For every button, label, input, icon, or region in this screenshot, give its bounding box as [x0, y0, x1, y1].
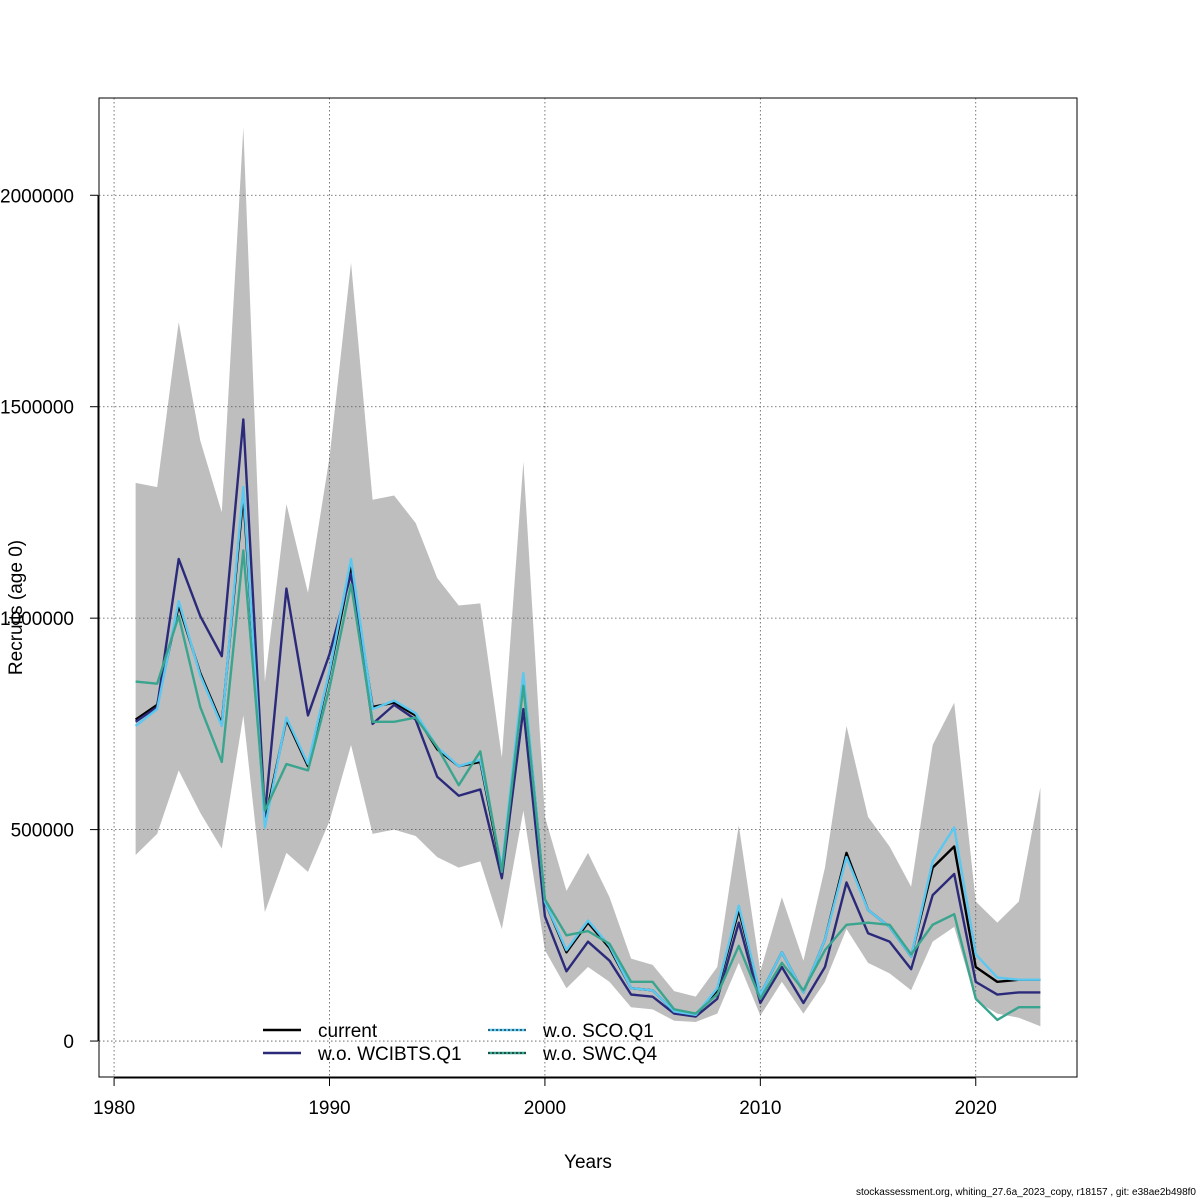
- series-line-3: [134, 485, 1041, 1017]
- y-axis-title: Recruits (age 0): [6, 540, 27, 675]
- y-tick-label: 0: [63, 1032, 74, 1053]
- x-axis-title: Years: [564, 1152, 612, 1173]
- footer-credit: stockassessment.org, whiting_27.6a_2023_…: [855, 1187, 1196, 1198]
- x-tick-label: 1990: [308, 1098, 350, 1119]
- series-layer: [134, 418, 1041, 1022]
- x-tick-label: 2000: [524, 1098, 566, 1119]
- legend-label-2: w.o. WCIBTS.Q1: [317, 1044, 462, 1065]
- x-tick-label: 2020: [955, 1098, 997, 1119]
- series-line-4: [135, 549, 1041, 1022]
- plot-frame: [98, 97, 1078, 1078]
- x-tick-label: 2010: [739, 1098, 781, 1119]
- grid-layer: [99, 98, 1077, 1077]
- x-axis: 1980 1990 2000 2010 2020: [93, 1077, 997, 1119]
- legend-label-3: w.o. SCO.Q1: [542, 1021, 654, 1042]
- confidence-band-layer: [135, 127, 1041, 1027]
- y-axis: 0 500000 1000000 1500000 2000000: [0, 186, 99, 1053]
- y-tick-label: 1000000: [0, 609, 74, 630]
- confidence-band: [135, 127, 1041, 1027]
- series-line-2: [134, 418, 1041, 1018]
- x-tick-label: 1980: [93, 1098, 135, 1119]
- y-tick-label: 2000000: [0, 186, 74, 207]
- y-tick-label: 1500000: [0, 398, 74, 419]
- y-tick-label: 500000: [11, 821, 74, 842]
- legend-label-4: w.o. SWC.Q4: [542, 1044, 657, 1065]
- legend-label-1: current: [318, 1021, 378, 1042]
